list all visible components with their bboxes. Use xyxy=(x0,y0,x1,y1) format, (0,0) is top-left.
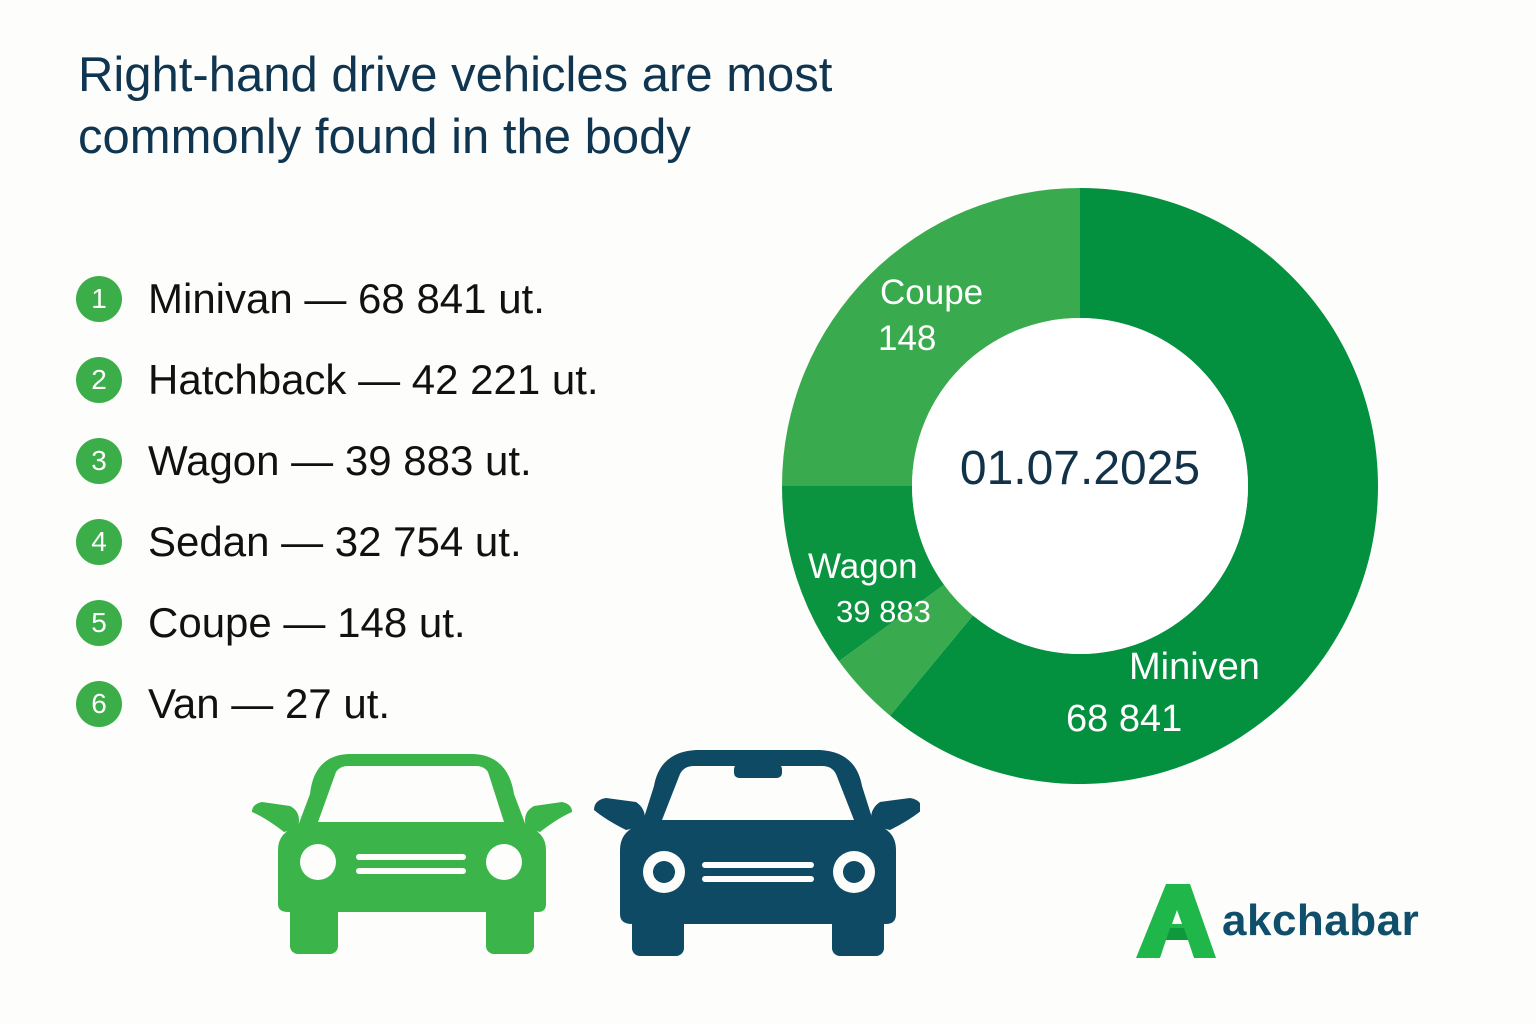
car-front-icon xyxy=(252,754,572,954)
rank-badge: 2 xyxy=(76,356,122,403)
ranking-list: 1 Minivan — 68 841 ut. 2 Hatchback — 42 … xyxy=(76,258,599,744)
donut-slice-miniven xyxy=(890,188,1378,784)
slice-label-miniven: Miniven xyxy=(1129,646,1260,688)
donut-slice-coupe xyxy=(782,188,1080,486)
list-item: 5 Coupe — 148 ut. xyxy=(76,582,599,663)
list-item: 3 Wagon — 39 883 ut. xyxy=(76,420,599,501)
rank-text: Van — 27 ut. xyxy=(148,679,391,727)
rank-badge: 4 xyxy=(76,518,122,565)
list-item: 2 Hatchback — 42 221 ut. xyxy=(76,339,599,420)
akchabar-logo-mark xyxy=(1136,884,1216,958)
car-front-icon xyxy=(594,750,920,956)
slice-value-miniven: 68 841 xyxy=(1066,698,1182,740)
rank-text: Sedan — 32 754 ut. xyxy=(148,517,522,565)
slice-label-wagon: Wagon xyxy=(808,547,918,586)
rank-text: Minivan — 68 841 ut. xyxy=(148,274,545,322)
donut-slices xyxy=(782,188,1378,784)
rank-badge: 6 xyxy=(76,680,122,727)
center-date-label: 01.07.2025 xyxy=(960,442,1200,495)
donut-slice-wagon xyxy=(782,486,945,662)
slice-value-wagon: 39 883 xyxy=(836,594,931,629)
list-item: 1 Minivan — 68 841 ut. xyxy=(76,258,599,339)
rank-text: Coupe — 148 ut. xyxy=(148,598,466,646)
list-item: 4 Sedan — 32 754 ut. xyxy=(76,501,599,582)
akchabar-logo: akchabar xyxy=(1136,884,1419,958)
donut-slice-unlabeled-1 xyxy=(838,584,973,716)
page-title: Right-hand drive vehicles are most commo… xyxy=(78,48,833,164)
slice-label-coupe: Coupe xyxy=(880,273,983,312)
rank-badge: 3 xyxy=(76,437,122,484)
rank-text: Hatchback — 42 221 ut. xyxy=(148,355,599,403)
logo-text: akchabar xyxy=(1222,896,1420,945)
rank-text: Wagon — 39 883 ut. xyxy=(148,436,532,484)
rank-badge: 1 xyxy=(76,275,122,322)
list-item: 6 Van — 27 ut. xyxy=(76,663,599,744)
donut-chart: 01.07.2025 Miniven 68 841 Wagon 39 883 C… xyxy=(782,188,1378,784)
cars-illustration xyxy=(252,750,920,956)
donut-hole xyxy=(912,318,1248,654)
slice-value-coupe: 148 xyxy=(878,319,936,358)
rank-badge: 5 xyxy=(76,599,122,646)
